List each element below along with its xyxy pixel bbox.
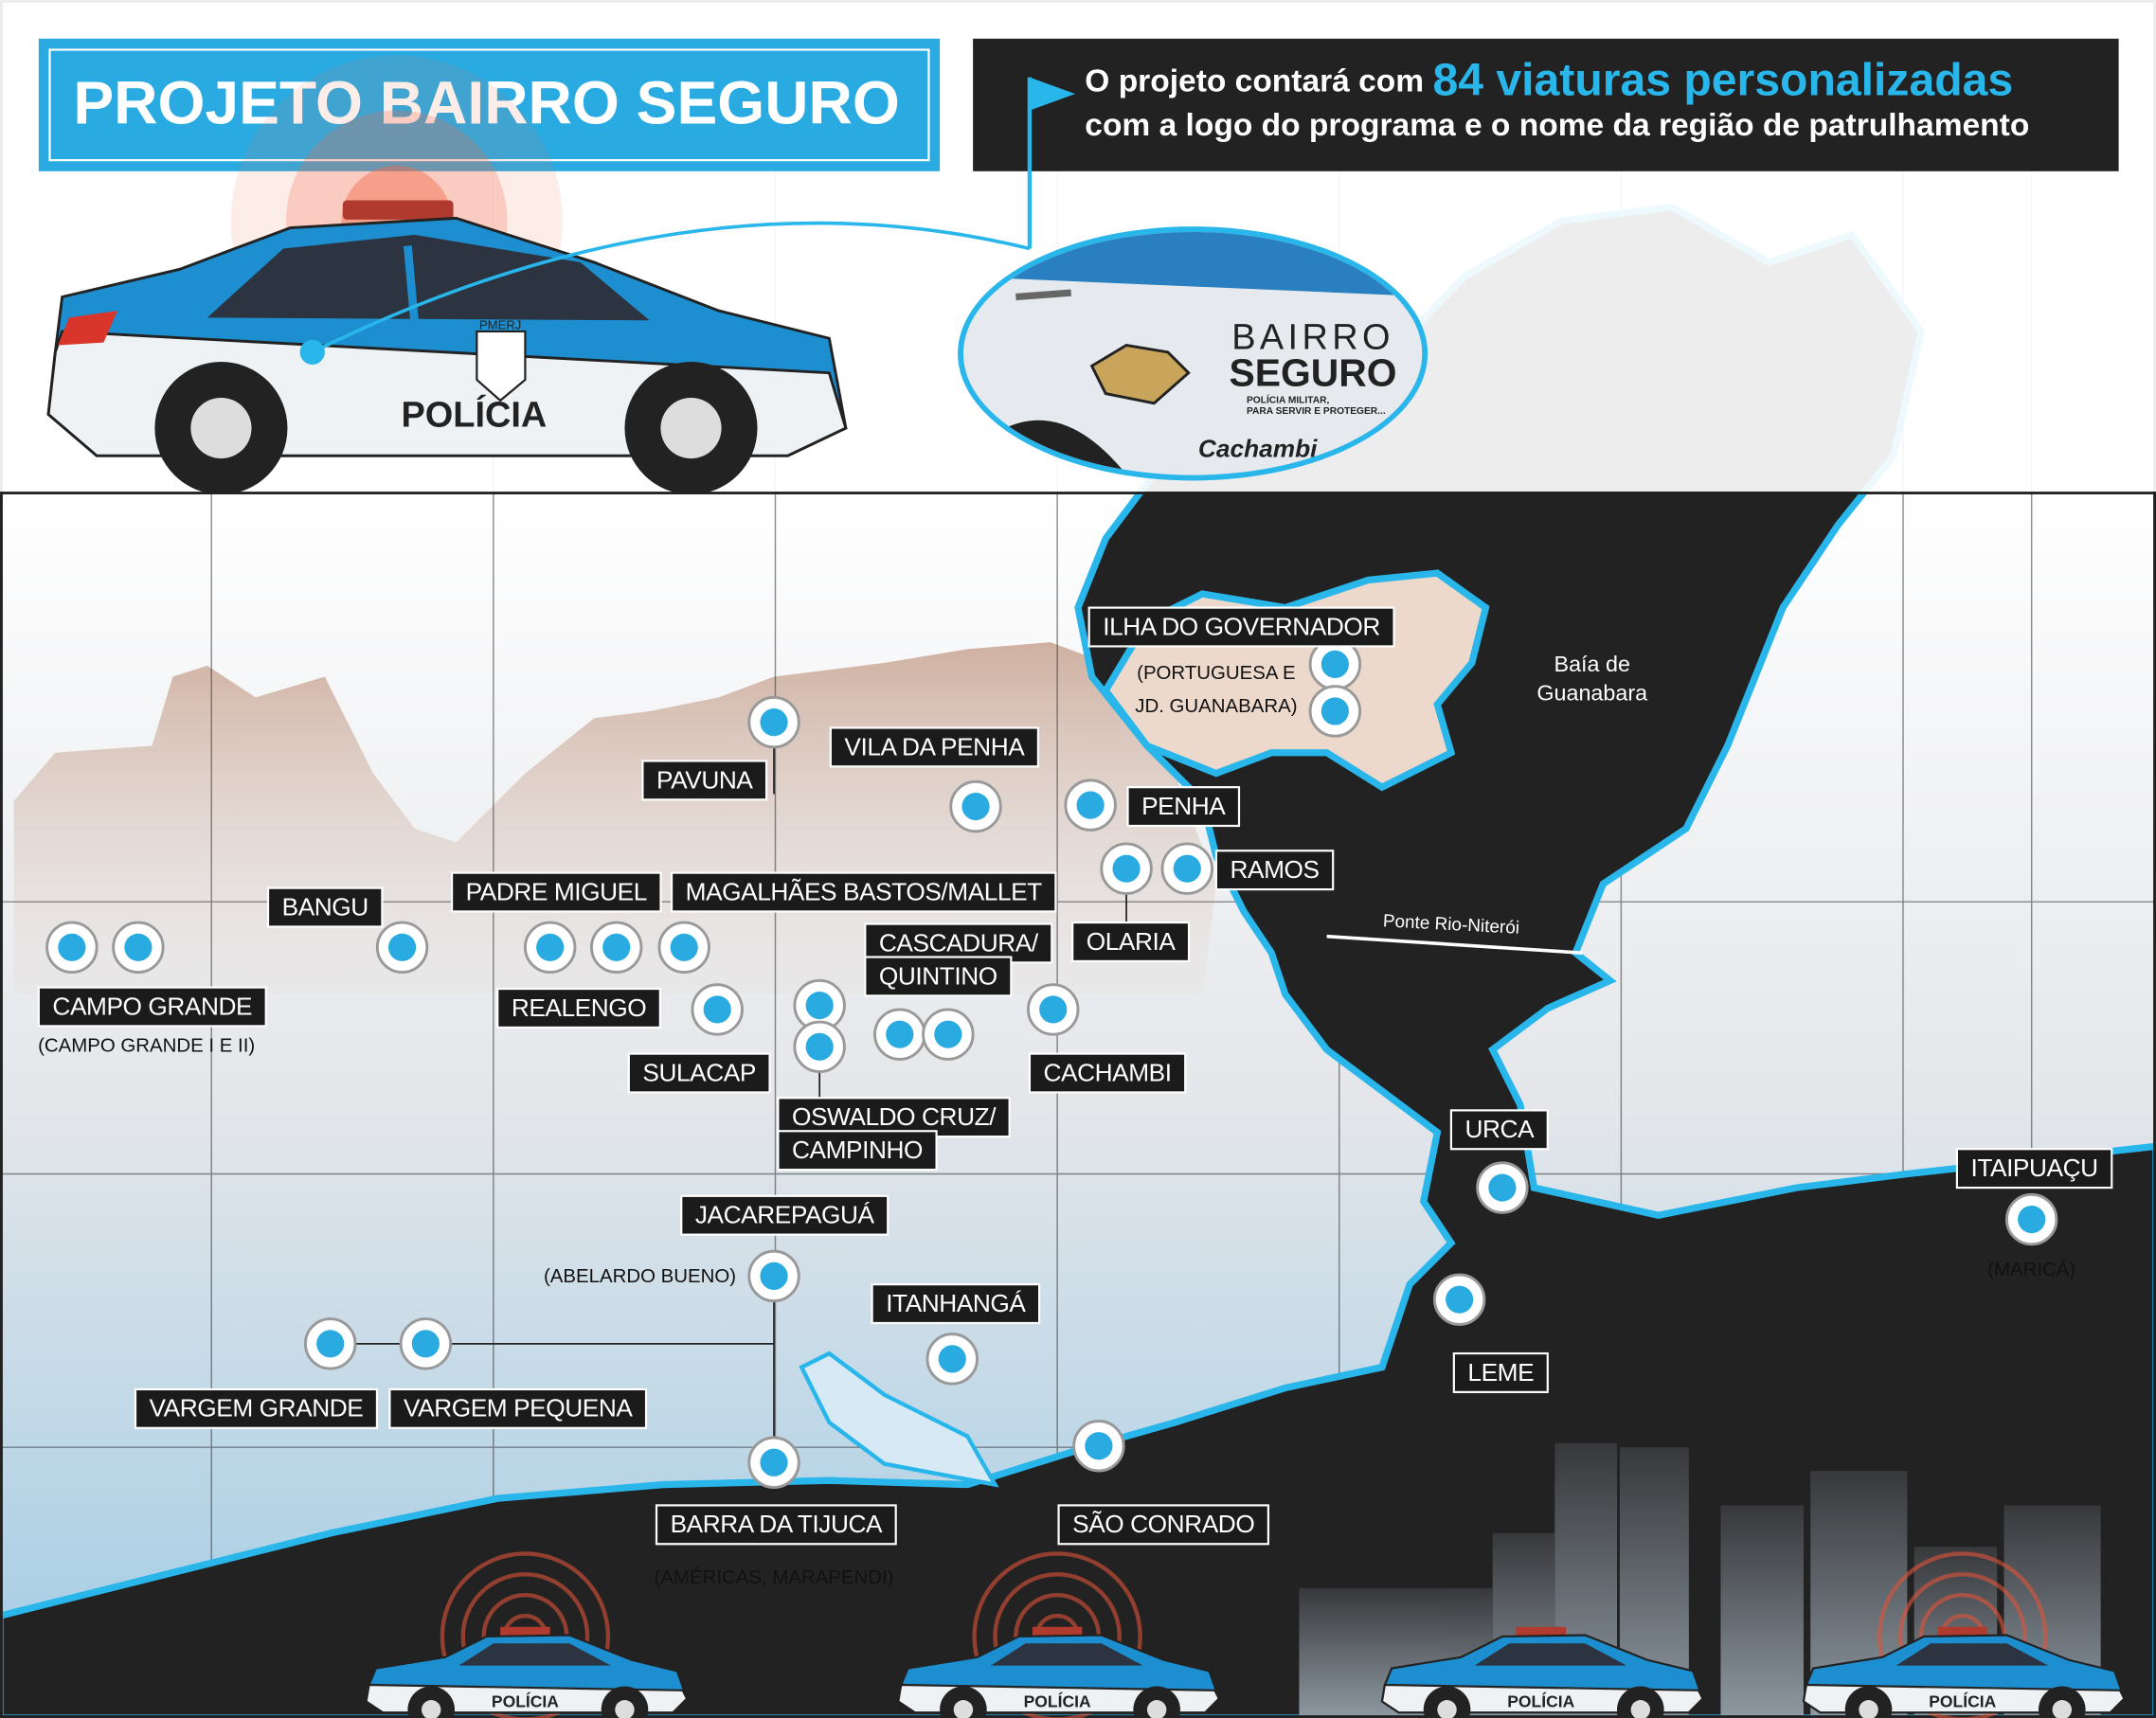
- marker: [316, 1330, 344, 1357]
- place-note: JD. GUANABARA): [1135, 696, 1297, 717]
- place-label: VARGEM GRANDE: [150, 1394, 364, 1423]
- place-label: REALENGO: [512, 993, 646, 1022]
- car-label: POLÍCIA: [1929, 1691, 1996, 1711]
- place-label: CACHAMBI: [1044, 1058, 1172, 1086]
- marker: [124, 934, 152, 961]
- car-label: POLÍCIA: [492, 1691, 559, 1711]
- place-label: LEME: [1467, 1358, 1534, 1387]
- place-note: (CAMPO GRANDE I E II): [38, 1036, 255, 1057]
- place-label: VILA DA PENHA: [844, 732, 1025, 761]
- place-label: ILHA DO GOVERNADOR: [1103, 612, 1380, 640]
- marker: [58, 934, 85, 961]
- marker: [1321, 651, 1349, 678]
- place-label: VARGEM PEQUENA: [404, 1394, 633, 1423]
- place-label: URCA: [1465, 1115, 1536, 1143]
- marker: [2018, 1206, 2045, 1233]
- marker: [704, 995, 731, 1023]
- callout-lead: O projeto contará com: [1085, 63, 1424, 98]
- marker: [412, 1330, 440, 1357]
- place-label: CASCADURA/: [879, 928, 1039, 957]
- place-label: CAMPO GRANDE: [52, 992, 252, 1020]
- marker: [760, 1262, 787, 1290]
- place-label: OSWALDO CRUZ/: [792, 1102, 997, 1131]
- car-label: POLÍCIA: [402, 393, 548, 435]
- marker: [886, 1021, 913, 1048]
- water-label: Guanabara: [1536, 681, 1647, 706]
- marker: [934, 1021, 961, 1048]
- place-label: PAVUNA: [656, 765, 753, 794]
- marker: [760, 1449, 787, 1476]
- marker: [961, 793, 989, 820]
- marker: [1446, 1286, 1473, 1314]
- place-label: PADRE MIGUEL: [466, 877, 647, 905]
- logo-line2: SEGURO: [1230, 350, 1397, 394]
- marker: [1039, 995, 1067, 1023]
- logo-tagline1: POLÍCIA MILITAR,: [1247, 394, 1329, 406]
- car-badge: PMERJ: [479, 318, 521, 332]
- place-label: PENHA: [1141, 792, 1226, 820]
- marker: [760, 708, 787, 736]
- place-label: SÃO CONRADO: [1072, 1510, 1254, 1538]
- water-label: Baía de: [1554, 652, 1630, 676]
- logo-region: Cachambi: [1198, 434, 1318, 462]
- marker: [1488, 1173, 1516, 1201]
- marker: [1321, 697, 1349, 725]
- callout-line2: com a logo do programa e o nome da regiã…: [1085, 108, 2029, 143]
- infographic: PROJETO BAIRRO SEGURO O projeto contará …: [0, 0, 2156, 1718]
- place-label: SULACAP: [642, 1058, 756, 1086]
- marker: [1112, 855, 1140, 883]
- place-label: MAGALHÃES BASTOS/MALLET: [686, 877, 1043, 905]
- marker: [939, 1345, 966, 1372]
- marker: [1085, 1432, 1112, 1459]
- callout-highlight: 84 viaturas personalizadas: [1432, 54, 2013, 105]
- car-label: POLÍCIA: [1507, 1691, 1574, 1711]
- place-label: BARRA DA TIJUCA: [671, 1510, 883, 1538]
- place-note: (ABELARDO BUENO): [544, 1266, 736, 1287]
- place-label: RAMOS: [1230, 855, 1319, 884]
- place-label: CAMPINHO: [792, 1136, 923, 1164]
- place-label: BANGU: [282, 892, 368, 921]
- place-note: (PORTUGUESA E: [1137, 663, 1295, 684]
- place-label: ITANHANGÁ: [886, 1289, 1026, 1317]
- place-label: JACAREPAGUÁ: [695, 1201, 875, 1229]
- marker: [806, 992, 834, 1019]
- car-label: POLÍCIA: [1024, 1691, 1091, 1711]
- marker: [1174, 855, 1201, 883]
- place-label: OLARIA: [1087, 927, 1177, 956]
- place-note: (MARICÁ): [1987, 1259, 2075, 1280]
- marker: [806, 1033, 834, 1061]
- marker: [602, 934, 630, 961]
- place-label: QUINTINO: [879, 961, 997, 990]
- marker: [388, 934, 416, 961]
- place-label: ITAIPUAÇU: [1970, 1154, 2097, 1182]
- marker: [671, 934, 698, 961]
- logo-tagline2: PARA SERVIR E PROTEGER...: [1247, 406, 1386, 417]
- marker: [536, 934, 564, 961]
- page: {"header": {"title": "PROJETO BAIRRO SEG…: [0, 0, 2156, 1718]
- place-note: (AMÉRICAS, MARAPENDI): [655, 1566, 894, 1588]
- marker: [1077, 792, 1105, 819]
